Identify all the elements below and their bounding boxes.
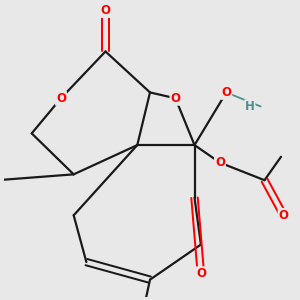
Text: O: O bbox=[221, 86, 231, 99]
Text: O: O bbox=[196, 267, 206, 280]
Text: O: O bbox=[215, 156, 225, 169]
Text: O: O bbox=[100, 4, 110, 17]
Text: O: O bbox=[56, 92, 66, 105]
Text: H: H bbox=[245, 100, 255, 113]
Text: O: O bbox=[279, 209, 289, 222]
Text: O: O bbox=[170, 92, 180, 105]
